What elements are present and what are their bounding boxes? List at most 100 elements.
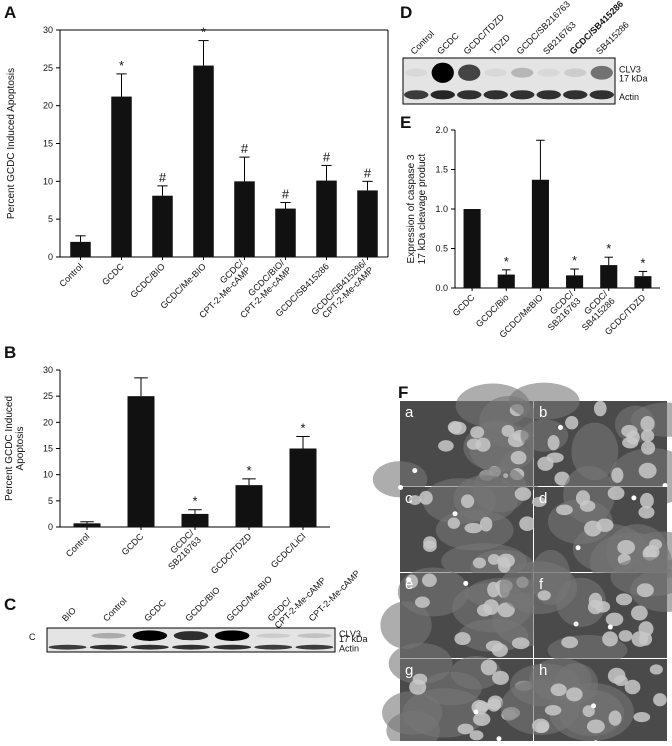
bar (127, 396, 155, 527)
nucleus (617, 539, 635, 555)
band (483, 90, 508, 100)
x-tick-label: GCDC/BIO (128, 261, 167, 300)
nucleus (497, 602, 515, 618)
band (564, 68, 587, 78)
lane-label: GCDC/CPT-2-Me-cAMP (266, 568, 328, 630)
bar (289, 448, 317, 527)
cytoplasm (499, 561, 578, 614)
y-tick-label: 10 (43, 470, 53, 480)
band (563, 90, 588, 100)
nucleus (487, 553, 501, 565)
nucleus (618, 630, 633, 642)
micrograph-label: h (539, 662, 547, 679)
micrograph-label: b (539, 404, 547, 421)
band (458, 64, 481, 81)
y-tick-label: 20 (43, 101, 53, 111)
nucleus (501, 425, 515, 437)
nucleus (447, 420, 462, 434)
nucleus (537, 590, 551, 601)
nucleus (487, 695, 504, 710)
y-tick-label: 0 (48, 522, 53, 532)
micrograph-label: e (405, 576, 413, 593)
nucleus (519, 516, 536, 532)
cytoplasm (386, 710, 441, 746)
y-tick-label: 1.0 (435, 204, 448, 214)
apoptotic-body (473, 709, 479, 715)
nucleus (639, 492, 654, 509)
y-tick-label: 15 (43, 139, 53, 149)
bar (531, 179, 549, 288)
nucleus (414, 596, 430, 608)
band (130, 644, 169, 650)
bar (463, 209, 481, 288)
nucleus (447, 517, 461, 529)
nucleus (408, 495, 422, 506)
nucleus (475, 701, 490, 712)
nucleus (547, 434, 560, 451)
band (214, 630, 250, 641)
micrograph: a (372, 383, 546, 498)
y-tick-label: 25 (43, 391, 53, 401)
nucleus (491, 643, 508, 657)
nucleus (492, 670, 509, 685)
nucleus (638, 505, 655, 519)
x-tick-label: GCDC (451, 292, 477, 318)
bar (73, 523, 101, 527)
micrograph-label: c (405, 490, 413, 507)
nucleus (438, 440, 454, 452)
nucleus (607, 486, 625, 500)
nucleus (470, 426, 485, 439)
micrograph-label: a (405, 404, 414, 421)
nucleus (595, 601, 611, 613)
nucleus (421, 573, 437, 587)
significance-marker: * (246, 463, 251, 478)
nucleus (514, 487, 532, 501)
nucleus (480, 659, 497, 676)
nucleus (475, 437, 491, 452)
significance-marker: * (300, 420, 305, 435)
micrograph: h (500, 658, 667, 746)
panel-letter: D (400, 3, 412, 22)
cytoplasm (472, 466, 528, 513)
bar (152, 195, 173, 257)
band (510, 90, 535, 100)
y-tick-label: 10 (43, 176, 53, 186)
band-label: 17 kDa (619, 74, 648, 84)
y-axis-title: Percent GCDC InducedApoptosis (4, 396, 26, 501)
apoptotic-body (575, 545, 581, 551)
significance-marker: * (119, 58, 124, 73)
significance-marker: # (159, 170, 167, 185)
nucleus (419, 490, 433, 505)
band (89, 644, 128, 650)
nucleus (423, 536, 437, 549)
bar (497, 274, 515, 288)
panel-letter: E (400, 113, 411, 132)
band (256, 633, 291, 638)
band (254, 644, 293, 650)
nucleus (582, 705, 595, 717)
significance-marker: # (364, 165, 372, 180)
band (295, 644, 334, 650)
x-tick-label: Control (57, 261, 85, 289)
nucleus (472, 557, 486, 569)
lane-label: BIO (60, 605, 78, 623)
nucleus (605, 612, 624, 627)
band (213, 644, 252, 650)
band (537, 68, 560, 77)
band (91, 632, 126, 639)
cytoplasm (508, 382, 580, 420)
nucleus (586, 719, 605, 734)
band (404, 90, 429, 100)
apoptotic-body (398, 485, 404, 491)
apoptotic-body (662, 483, 668, 489)
y-axis-title: Percent GCDC Induced Apoptosis (6, 68, 17, 219)
x-tick-label: GCDC/SB216763 (539, 288, 583, 332)
significance-marker: * (504, 254, 509, 269)
apoptotic-body (406, 577, 412, 583)
band-label: CLV3 (339, 629, 361, 639)
nucleus (640, 415, 655, 432)
significance-marker: * (572, 253, 577, 268)
x-tick-label: GCDC (120, 531, 146, 557)
band (431, 62, 454, 83)
